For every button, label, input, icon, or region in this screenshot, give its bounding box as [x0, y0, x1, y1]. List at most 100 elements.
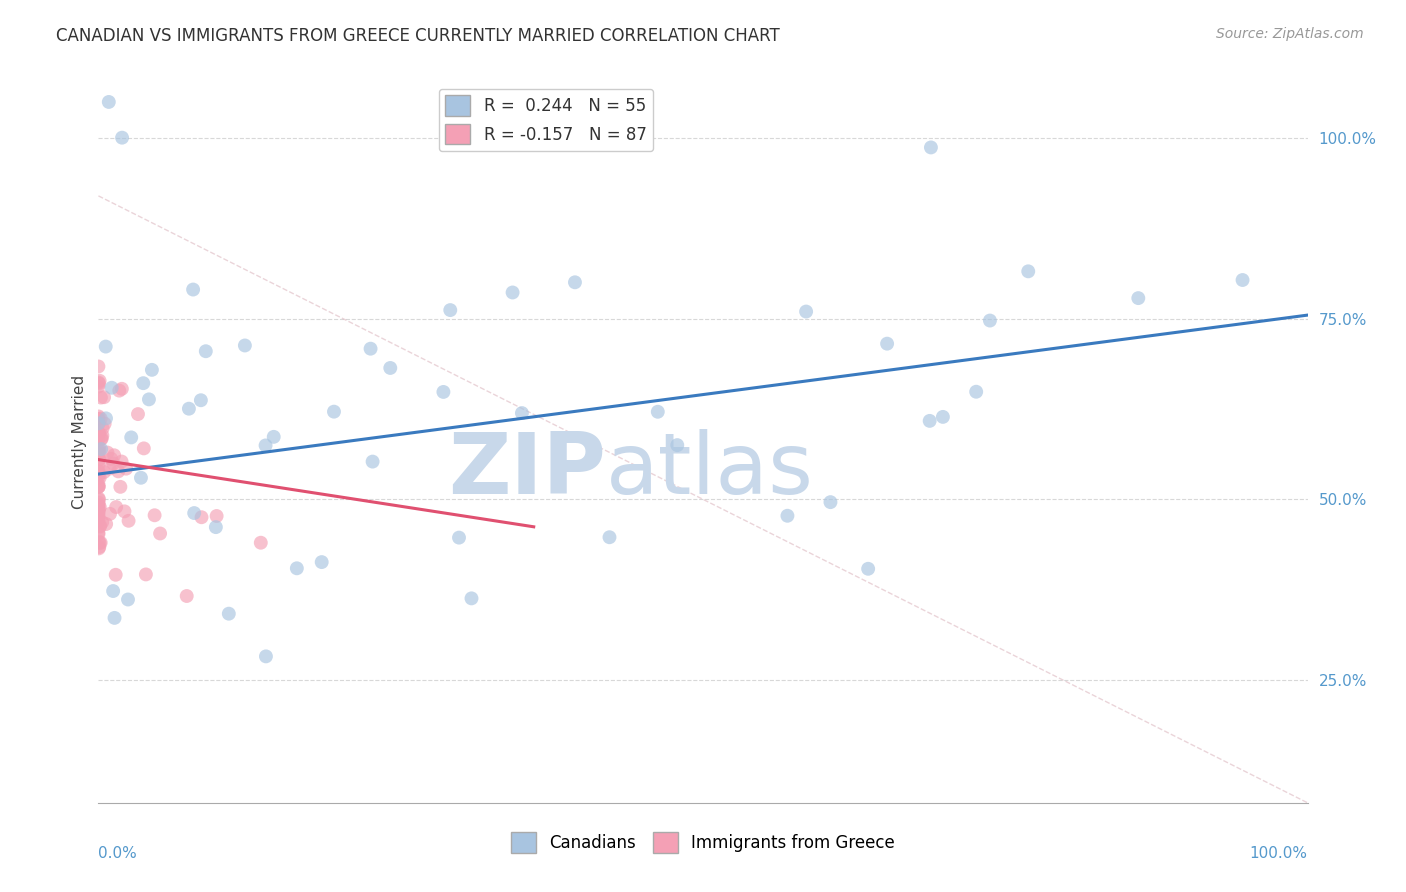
- Point: [87, 499, 110, 513]
- Point: [114, 504, 136, 518]
- Point: [87, 508, 110, 522]
- Point: [360, 342, 382, 356]
- Point: [254, 649, 277, 664]
- Point: [460, 591, 482, 606]
- Point: [87, 426, 110, 441]
- Point: [117, 514, 139, 528]
- Point: [89, 470, 111, 484]
- Point: [87, 495, 110, 509]
- Point: [94, 411, 117, 425]
- Point: [87, 412, 110, 426]
- Point: [876, 336, 898, 351]
- Point: [820, 495, 842, 509]
- Point: [129, 471, 152, 485]
- Text: atlas: atlas: [606, 429, 814, 512]
- Point: [89, 500, 111, 514]
- Point: [98, 507, 121, 521]
- Point: [111, 382, 134, 396]
- Point: [87, 379, 110, 393]
- Point: [263, 430, 285, 444]
- Point: [794, 304, 817, 318]
- Point: [111, 130, 134, 145]
- Point: [666, 438, 689, 452]
- Point: [918, 414, 941, 428]
- Point: [87, 376, 110, 390]
- Point: [90, 442, 112, 456]
- Point: [87, 525, 110, 540]
- Point: [87, 452, 110, 467]
- Point: [87, 426, 110, 441]
- Point: [87, 467, 110, 482]
- Point: [233, 338, 256, 352]
- Point: [96, 445, 118, 459]
- Point: [87, 426, 110, 441]
- Point: [103, 611, 125, 625]
- Point: [285, 561, 308, 575]
- Point: [194, 344, 217, 359]
- Point: [87, 409, 110, 424]
- Point: [87, 514, 110, 528]
- Point: [932, 409, 955, 424]
- Point: [89, 536, 111, 550]
- Point: [89, 519, 111, 533]
- Point: [87, 510, 110, 524]
- Text: CANADIAN VS IMMIGRANTS FROM GREECE CURRENTLY MARRIED CORRELATION CHART: CANADIAN VS IMMIGRANTS FROM GREECE CURRE…: [56, 27, 780, 45]
- Point: [138, 392, 160, 407]
- Point: [87, 417, 110, 431]
- Point: [87, 469, 110, 483]
- Text: Source: ZipAtlas.com: Source: ZipAtlas.com: [1216, 27, 1364, 41]
- Point: [87, 359, 110, 374]
- Point: [1017, 264, 1039, 278]
- Point: [141, 363, 163, 377]
- Y-axis label: Currently Married: Currently Married: [72, 375, 87, 508]
- Point: [93, 465, 115, 479]
- Point: [143, 508, 166, 523]
- Point: [87, 480, 110, 494]
- Point: [100, 381, 122, 395]
- Point: [190, 393, 212, 408]
- Point: [87, 477, 110, 491]
- Point: [361, 454, 384, 468]
- Point: [380, 361, 402, 376]
- Point: [108, 384, 131, 398]
- Point: [502, 285, 524, 300]
- Point: [104, 567, 127, 582]
- Point: [205, 508, 228, 523]
- Point: [87, 426, 110, 441]
- Point: [564, 275, 586, 289]
- Point: [87, 442, 110, 457]
- Point: [127, 407, 149, 421]
- Point: [90, 391, 112, 405]
- Point: [94, 516, 117, 531]
- Legend: Canadians, Immigrants from Greece: Canadians, Immigrants from Greece: [505, 826, 901, 860]
- Point: [87, 541, 110, 556]
- Point: [91, 515, 114, 529]
- Point: [87, 445, 110, 459]
- Point: [103, 457, 125, 471]
- Point: [89, 441, 111, 455]
- Point: [190, 510, 212, 524]
- Point: [93, 417, 115, 431]
- Point: [132, 376, 155, 391]
- Point: [87, 416, 110, 430]
- Point: [439, 303, 461, 318]
- Point: [91, 428, 114, 442]
- Point: [110, 454, 132, 468]
- Point: [89, 540, 111, 554]
- Point: [598, 530, 620, 544]
- Text: 0.0%: 0.0%: [98, 847, 138, 861]
- Point: [979, 313, 1001, 327]
- Point: [87, 376, 110, 391]
- Point: [89, 518, 111, 533]
- Text: ZIP: ZIP: [449, 429, 606, 512]
- Point: [510, 406, 533, 420]
- Point: [115, 461, 138, 475]
- Point: [89, 452, 111, 467]
- Point: [87, 498, 110, 512]
- Point: [87, 432, 110, 446]
- Point: [87, 505, 110, 519]
- Point: [181, 283, 204, 297]
- Point: [97, 95, 120, 109]
- Point: [101, 584, 124, 599]
- Point: [120, 430, 142, 444]
